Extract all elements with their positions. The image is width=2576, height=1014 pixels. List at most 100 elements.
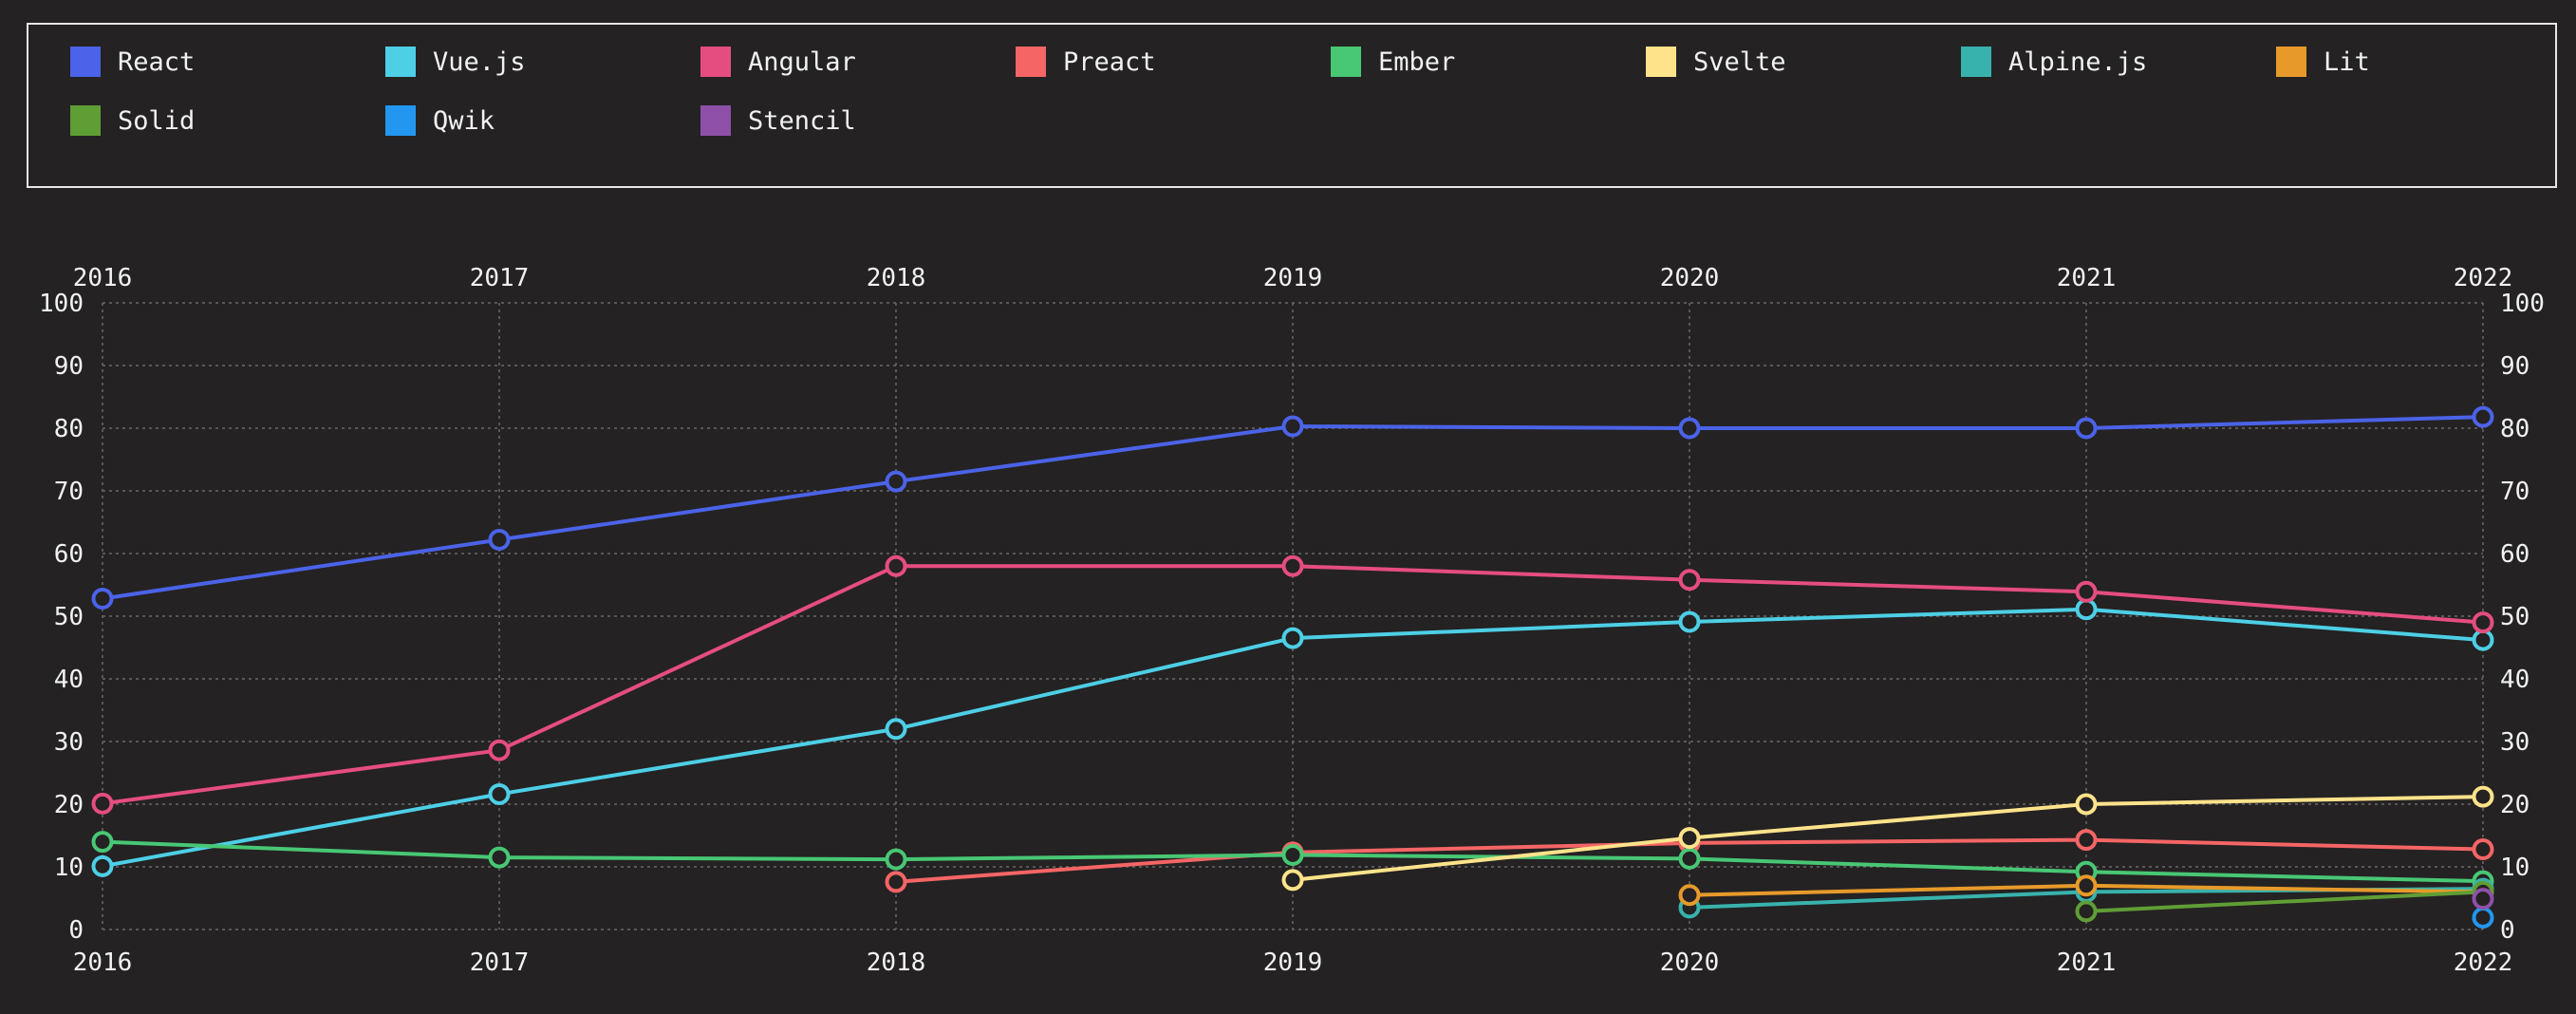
legend-label: React	[118, 47, 196, 77]
data-point-angular	[2472, 611, 2494, 634]
legend-item-svelte[interactable]: Svelte	[1646, 46, 1786, 78]
x-tick-label-top: 2018	[867, 264, 926, 292]
data-point-react	[488, 528, 511, 551]
x-tick-label-bottom: 2018	[867, 948, 926, 977]
legend-swatch	[1331, 47, 1361, 77]
data-point-react	[1678, 417, 1701, 440]
data-point-vue-js	[2075, 598, 2098, 621]
legend-item-solid[interactable]: Solid	[70, 104, 195, 137]
y-tick-label-left: 10	[54, 854, 84, 882]
y-tick-label-right: 70	[2500, 478, 2529, 506]
data-point-vue-js	[885, 718, 907, 741]
data-point-svelte	[2472, 785, 2494, 808]
y-tick-label-left: 60	[54, 540, 84, 569]
legend-swatch	[1961, 47, 1991, 77]
data-point-preact	[885, 871, 907, 893]
y-tick-label-left: 80	[54, 415, 84, 443]
data-point-angular	[1281, 554, 1304, 577]
legend-swatch	[385, 47, 416, 77]
data-point-svelte	[2075, 793, 2098, 816]
data-point-lit	[2075, 874, 2098, 897]
x-tick-label-bottom: 2022	[2454, 948, 2513, 977]
data-point-react	[91, 588, 114, 610]
data-point-ember	[1281, 843, 1304, 866]
data-point-react	[2472, 405, 2494, 428]
y-tick-label-left: 20	[54, 791, 84, 819]
y-tick-label-left: 90	[54, 352, 84, 381]
legend-item-vue-js[interactable]: Vue.js	[385, 46, 526, 78]
data-point-angular	[2075, 580, 2098, 603]
legend-swatch	[700, 47, 731, 77]
data-point-preact	[2472, 838, 2494, 861]
data-point-vue-js	[1281, 627, 1304, 649]
x-tick-label-top: 2022	[2454, 264, 2513, 292]
x-tick-label-bottom: 2019	[1263, 948, 1323, 977]
legend-item-angular[interactable]: Angular	[700, 46, 856, 78]
legend-item-ember[interactable]: Ember	[1331, 46, 1455, 78]
data-point-ember	[885, 848, 907, 871]
data-point-vue-js	[2472, 629, 2494, 651]
series-line-angular	[102, 564, 2484, 806]
data-point-ember	[1678, 847, 1701, 870]
legend-swatch	[70, 105, 101, 136]
x-tick-label-bottom: 2021	[2057, 948, 2117, 977]
legend-label: Solid	[118, 105, 196, 136]
y-tick-label-right: 0	[2500, 916, 2515, 945]
data-point-react	[2075, 417, 2098, 440]
data-point-stencil	[2472, 888, 2494, 911]
legend-label: Ember	[1378, 47, 1456, 77]
legend-item-qwik[interactable]: Qwik	[385, 104, 495, 137]
data-point-angular	[885, 554, 907, 577]
x-tick-label-top: 2017	[470, 264, 530, 292]
data-point-ember	[488, 846, 511, 869]
x-tick-label-bottom: 2016	[73, 948, 133, 977]
legend-label: Svelte	[1693, 47, 1786, 77]
data-point-angular	[91, 792, 114, 815]
series-line-solid	[2085, 890, 2484, 913]
y-tick-label-right: 90	[2500, 352, 2529, 381]
legend-item-react[interactable]: React	[70, 46, 195, 78]
x-tick-label-top: 2016	[73, 264, 133, 292]
legend-label: Alpine.js	[2008, 47, 2148, 77]
legend-swatch	[1646, 47, 1676, 77]
y-tick-label-left: 30	[54, 728, 84, 757]
data-point-vue-js	[91, 854, 114, 877]
y-tick-label-right: 20	[2500, 791, 2529, 819]
data-point-svelte	[1281, 869, 1304, 892]
data-point-qwik	[2472, 906, 2494, 929]
legend-label: Stencil	[748, 105, 856, 136]
data-point-svelte	[1678, 827, 1701, 850]
data-point-react	[1281, 415, 1304, 438]
chart-legend: React Vue.js Angular Preact Ember Svelte Alpin…	[27, 23, 2557, 188]
y-tick-label-left: 70	[54, 478, 84, 506]
legend-label: Lit	[2324, 47, 2370, 77]
legend-item-lit[interactable]: Lit	[2276, 46, 2370, 78]
legend-label: Qwik	[433, 105, 495, 136]
y-tick-label-right: 10	[2500, 854, 2529, 882]
data-point-vue-js	[1678, 610, 1701, 633]
legend-item-alpine-js[interactable]: Alpine.js	[1961, 46, 2147, 78]
y-tick-label-left: 40	[54, 666, 84, 694]
y-tick-label-right: 80	[2500, 415, 2529, 443]
x-tick-label-top: 2019	[1263, 264, 1323, 292]
y-tick-label-right: 100	[2500, 290, 2545, 318]
legend-swatch	[2276, 47, 2306, 77]
legend-swatch	[1016, 47, 1046, 77]
legend-label: Angular	[748, 47, 856, 77]
legend-swatch	[70, 47, 101, 77]
data-point-angular	[1678, 569, 1701, 592]
grid	[102, 302, 2484, 930]
y-tick-label-left: 50	[54, 603, 84, 631]
data-point-vue-js	[488, 782, 511, 805]
legend-item-preact[interactable]: Preact	[1016, 46, 1156, 78]
x-tick-label-bottom: 2017	[470, 948, 530, 977]
legend-label: Preact	[1063, 47, 1156, 77]
data-point-angular	[488, 739, 511, 761]
y-tick-label-left: 0	[68, 916, 84, 945]
x-tick-label-bottom: 2020	[1660, 948, 1720, 977]
x-tick-label-top: 2020	[1660, 264, 1720, 292]
data-point-lit	[1678, 884, 1701, 907]
legend-item-stencil[interactable]: Stencil	[700, 104, 856, 137]
